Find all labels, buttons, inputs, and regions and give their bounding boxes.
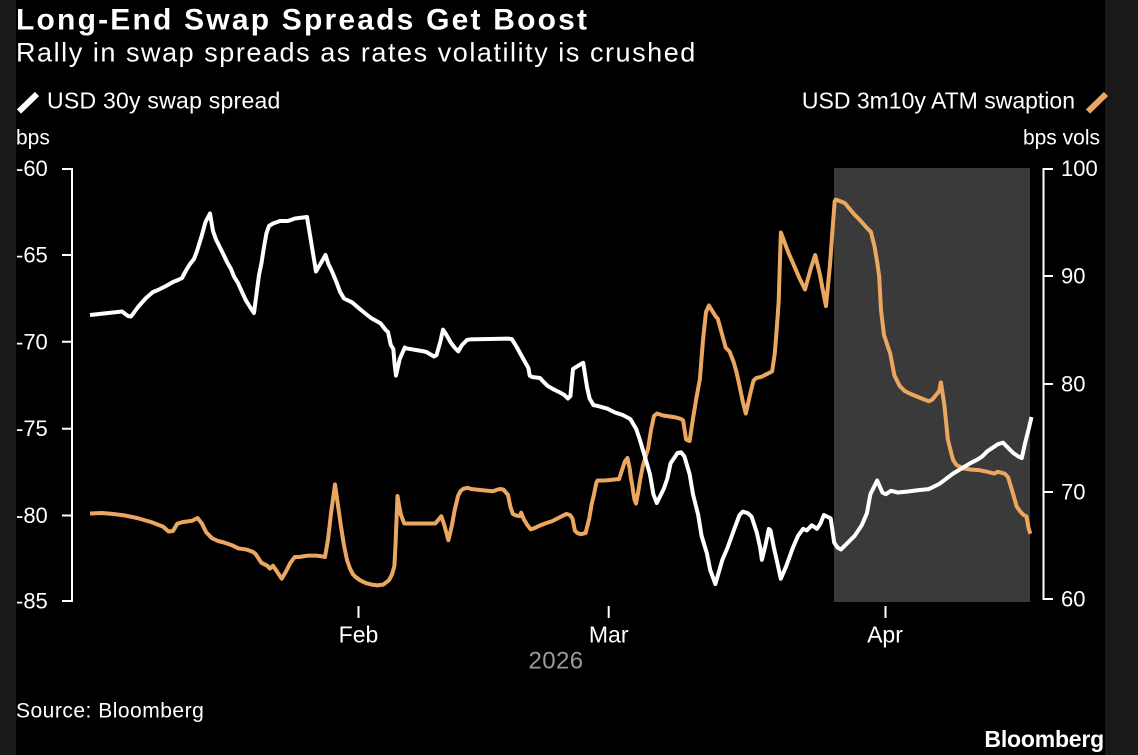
svg-text:bps vols: bps vols bbox=[1023, 127, 1100, 150]
svg-text:-85: -85 bbox=[16, 589, 48, 614]
svg-text:90: 90 bbox=[1061, 264, 1085, 289]
svg-text:Feb: Feb bbox=[339, 622, 379, 648]
svg-text:bps: bps bbox=[16, 127, 50, 150]
svg-text:100: 100 bbox=[1061, 156, 1098, 181]
svg-text:-75: -75 bbox=[16, 416, 48, 441]
svg-text:-65: -65 bbox=[16, 243, 48, 268]
svg-text:Bloomberg: Bloomberg bbox=[984, 726, 1104, 752]
svg-text:-60: -60 bbox=[16, 156, 48, 181]
svg-text:80: 80 bbox=[1061, 372, 1085, 397]
svg-text:Mar: Mar bbox=[589, 622, 629, 648]
svg-text:70: 70 bbox=[1061, 480, 1085, 505]
svg-text:-70: -70 bbox=[16, 329, 48, 354]
svg-text:-80: -80 bbox=[16, 503, 48, 528]
svg-text:2026: 2026 bbox=[529, 648, 584, 675]
svg-text:Rally in swap spreads as rates: Rally in swap spreads as rates volatilit… bbox=[16, 38, 697, 68]
svg-text:60: 60 bbox=[1061, 587, 1085, 612]
svg-text:Source: Bloomberg: Source: Bloomberg bbox=[16, 700, 204, 723]
svg-text:USD 3m10y ATM swaption: USD 3m10y ATM swaption bbox=[802, 88, 1075, 114]
svg-text:USD 30y swap spread: USD 30y swap spread bbox=[47, 88, 281, 114]
svg-text:Apr: Apr bbox=[867, 622, 903, 648]
svg-text:Long-End Swap Spreads Get Boos: Long-End Swap Spreads Get Boost bbox=[16, 4, 589, 37]
